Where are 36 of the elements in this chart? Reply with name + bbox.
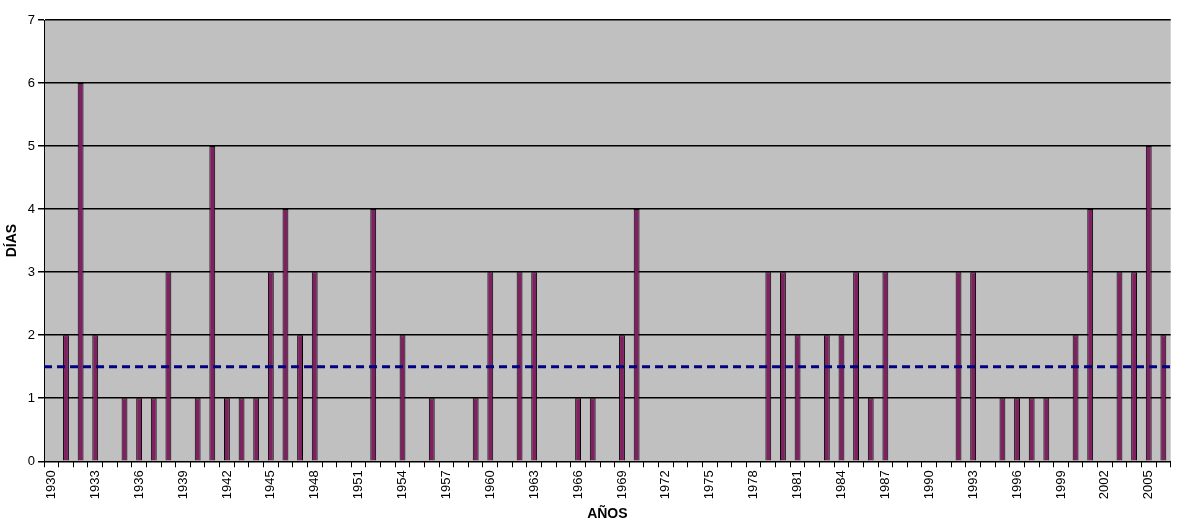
x-tick-label: 1981 — [789, 470, 805, 500]
x-tick-label: 1951 — [350, 470, 366, 500]
x-tick-label: 1978 — [745, 470, 761, 500]
x-tick-label: 1954 — [394, 470, 410, 500]
y-tick-label: 2 — [27, 326, 36, 342]
x-tick-label: 1930 — [42, 470, 58, 500]
x-tick-label: 2005 — [1140, 470, 1156, 500]
x-tick-label: 1984 — [833, 470, 849, 500]
x-tick-label: 1966 — [569, 470, 585, 500]
x-tick-label: 1972 — [657, 470, 673, 500]
y-tick-label: 5 — [27, 137, 36, 153]
x-tick-label: 1933 — [86, 470, 102, 500]
y-tick-label: 1 — [27, 389, 36, 405]
y-tick-label: 7 — [27, 11, 36, 27]
x-tick-label: 1999 — [1052, 470, 1068, 500]
y-axis-title: DÍAS — [3, 223, 20, 258]
y-tick-label: 4 — [27, 200, 36, 216]
x-tick-label: 2002 — [1096, 470, 1112, 500]
y-tick-label: 0 — [27, 452, 36, 468]
y-tick-label: 6 — [27, 74, 36, 90]
x-axis-title: AÑOS — [587, 504, 628, 522]
x-tick-label: 1948 — [306, 470, 322, 500]
x-tick-label: 1987 — [876, 470, 892, 500]
x-tick-label: 1969 — [613, 470, 629, 500]
x-tick-label: 1957 — [437, 470, 453, 500]
x-tick-label: 1942 — [218, 470, 234, 500]
x-tick-label: 1993 — [964, 470, 980, 500]
x-tick-label: 1996 — [1008, 470, 1024, 500]
x-tick-label: 1960 — [481, 470, 497, 500]
x-tick-label: 1990 — [920, 470, 936, 500]
x-tick-label: 1945 — [262, 470, 278, 500]
x-tick-label: 1939 — [174, 470, 190, 500]
x-tick-label: 1936 — [130, 470, 146, 500]
x-tick-label: 1975 — [701, 470, 717, 500]
x-tick-label: 1963 — [525, 470, 541, 500]
y-tick-label: 3 — [27, 263, 36, 279]
